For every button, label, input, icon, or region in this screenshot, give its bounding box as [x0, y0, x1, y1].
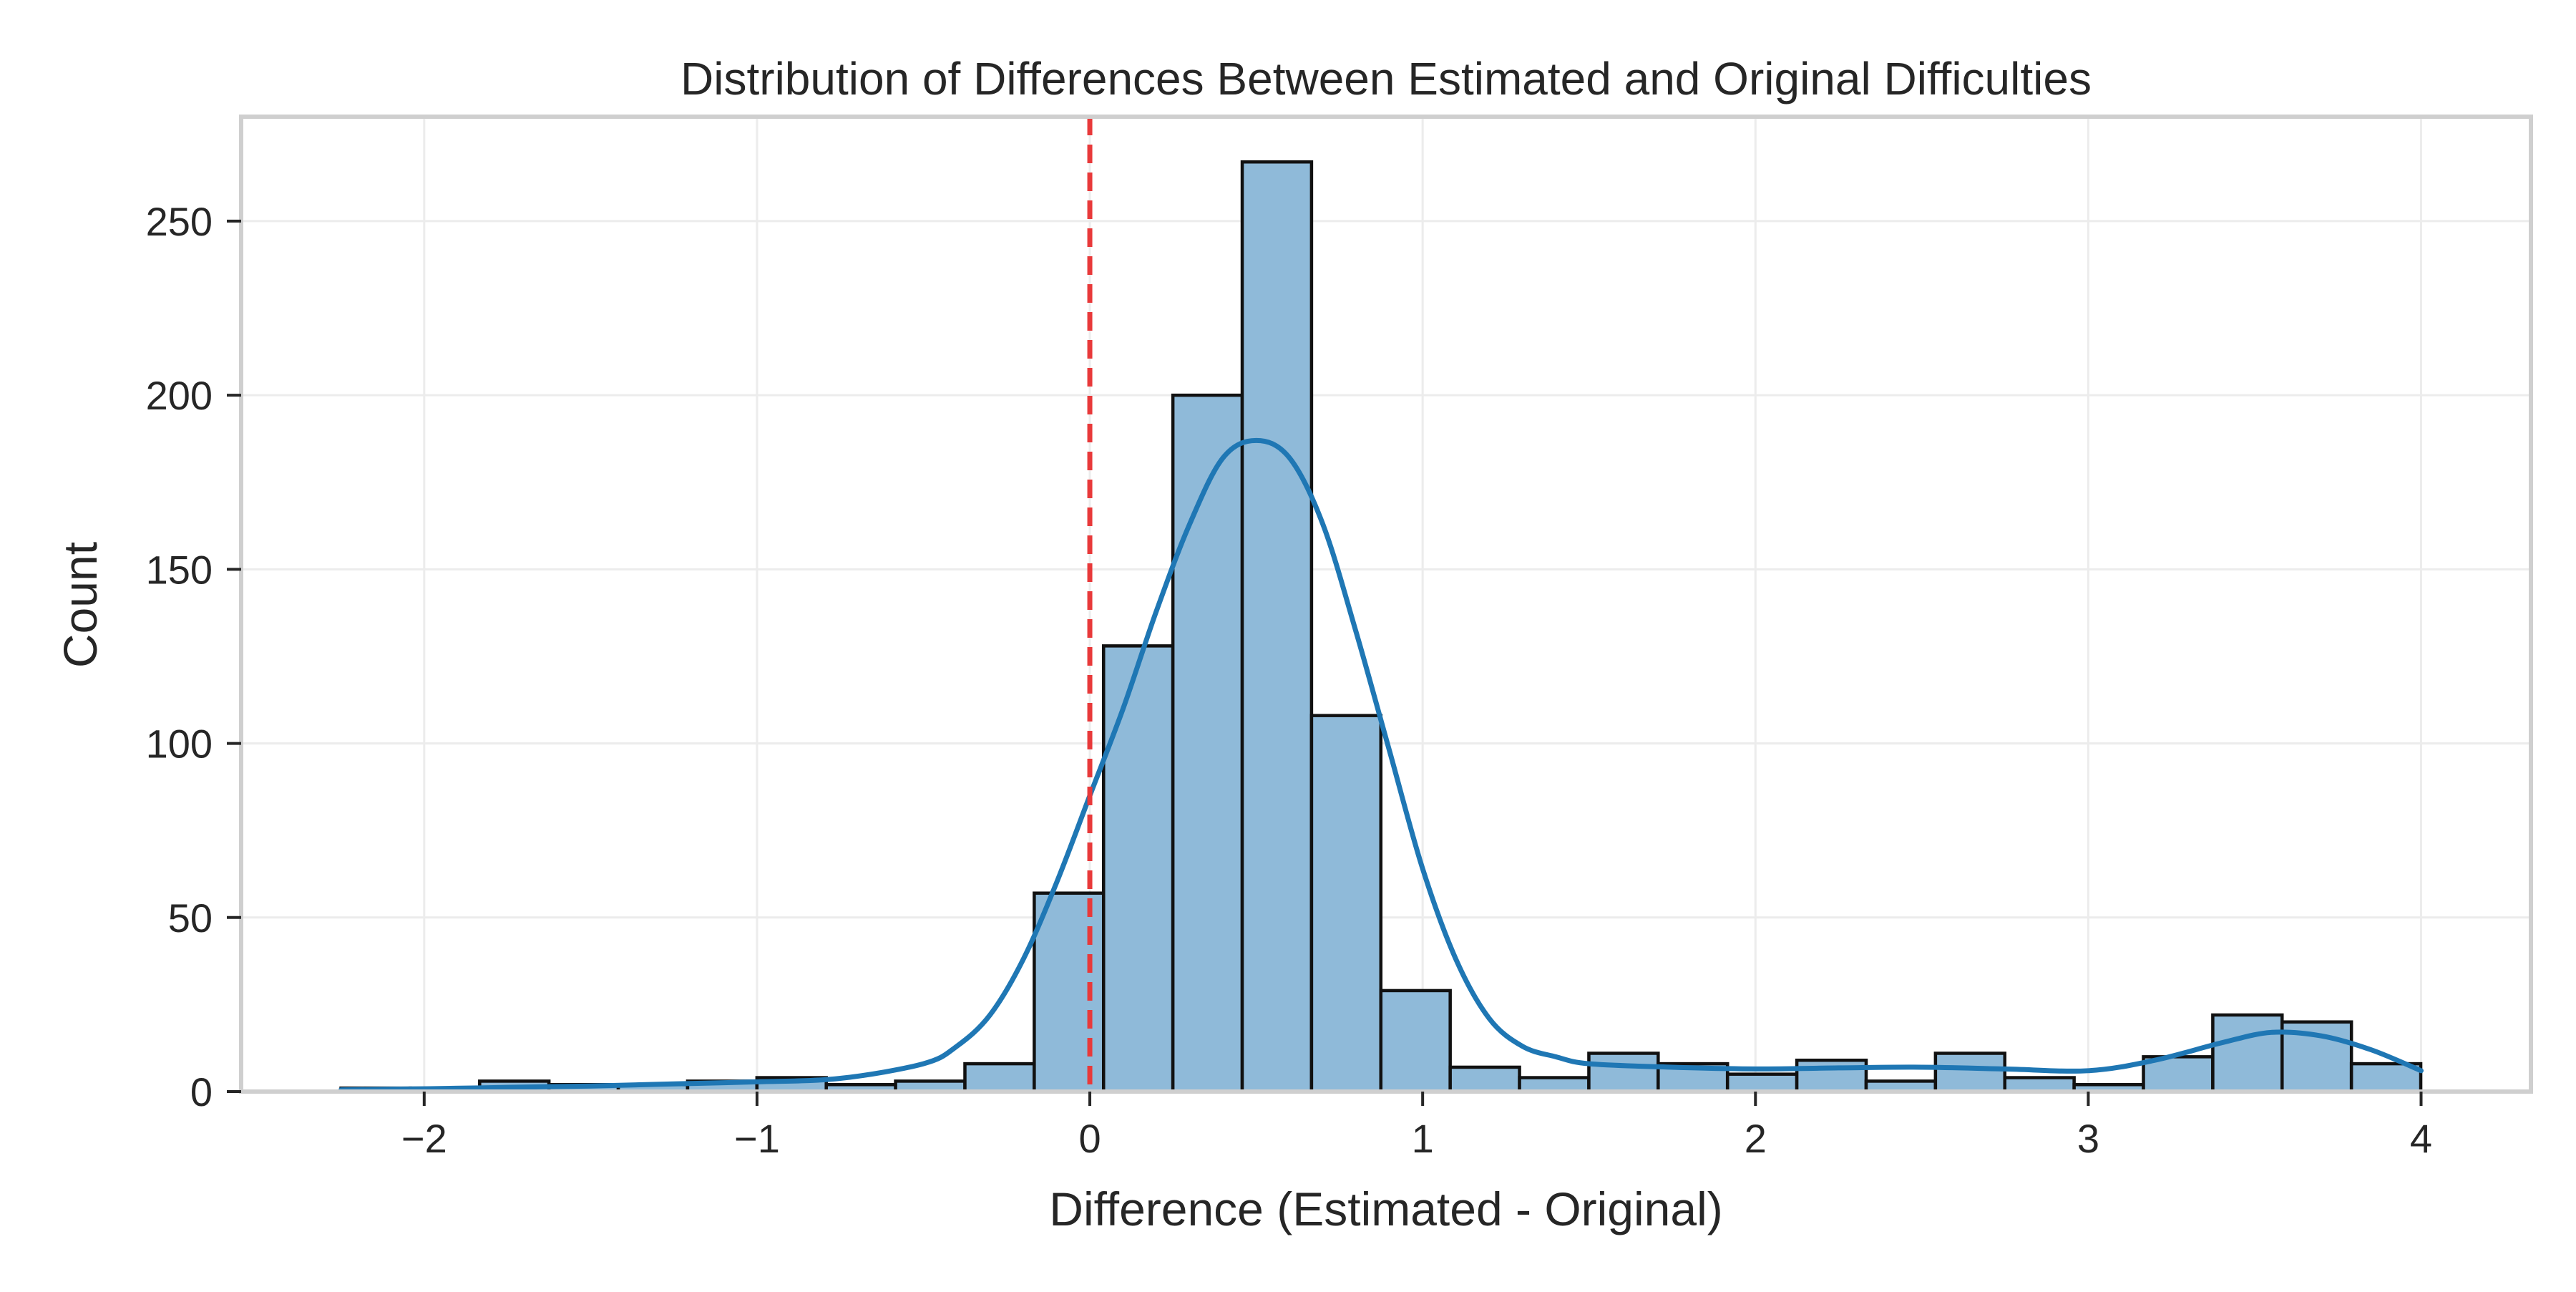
histogram-bar-14 [1309, 714, 1383, 1094]
histogram-bar-13 [1240, 160, 1314, 1094]
kde-curve [338, 437, 2424, 1093]
histogram-bar-23 [1933, 1051, 2006, 1094]
kde-curve-group [338, 437, 2424, 1093]
y-tick-label-3: 150 [146, 547, 213, 592]
y-tick-label-5: 250 [146, 199, 213, 244]
y-axis-label: Count [54, 542, 107, 668]
histogram-bars [339, 160, 2423, 1094]
x-axis-label: Difference (Estimated - Original) [1049, 1182, 1722, 1235]
x-tick-label-1: −1 [734, 1116, 780, 1161]
histogram-bar-12 [1171, 393, 1244, 1094]
axis-ticks: −2 −1 0 1 2 3 4 0 50 100 150 200 250 [146, 199, 2433, 1161]
histogram-bar-9 [963, 1062, 1036, 1094]
x-tick-label-0: −2 [401, 1116, 447, 1161]
x-tick-label-6: 4 [2410, 1116, 2432, 1161]
x-tick-label-4: 2 [1745, 1116, 1767, 1161]
histogram-bar-27 [2211, 1013, 2284, 1094]
y-tick-label-0: 0 [190, 1069, 213, 1114]
histogram-bar-18 [1587, 1051, 1660, 1094]
plot-border [239, 115, 2533, 1094]
chart-title: Distribution of Differences Between Esti… [680, 53, 2092, 105]
y-tick-label-4: 200 [146, 373, 213, 418]
histogram-bar-16 [1448, 1065, 1521, 1094]
x-tick-label-2: 0 [1078, 1116, 1101, 1161]
histogram-bar-10 [1033, 891, 1106, 1094]
histogram-bar-11 [1102, 644, 1175, 1094]
x-tick-label-3: 1 [1412, 1116, 1434, 1161]
histogram-bar-21 [1795, 1058, 1868, 1094]
histogram-bar-15 [1379, 989, 1452, 1094]
x-tick-label-5: 3 [2077, 1116, 2099, 1161]
y-tick-label-1: 50 [168, 895, 213, 941]
histogram-bar-20 [1725, 1072, 1799, 1094]
y-tick-label-2: 100 [146, 722, 213, 767]
plot-frame [239, 115, 2533, 1094]
grid-lines [241, 117, 2531, 1093]
